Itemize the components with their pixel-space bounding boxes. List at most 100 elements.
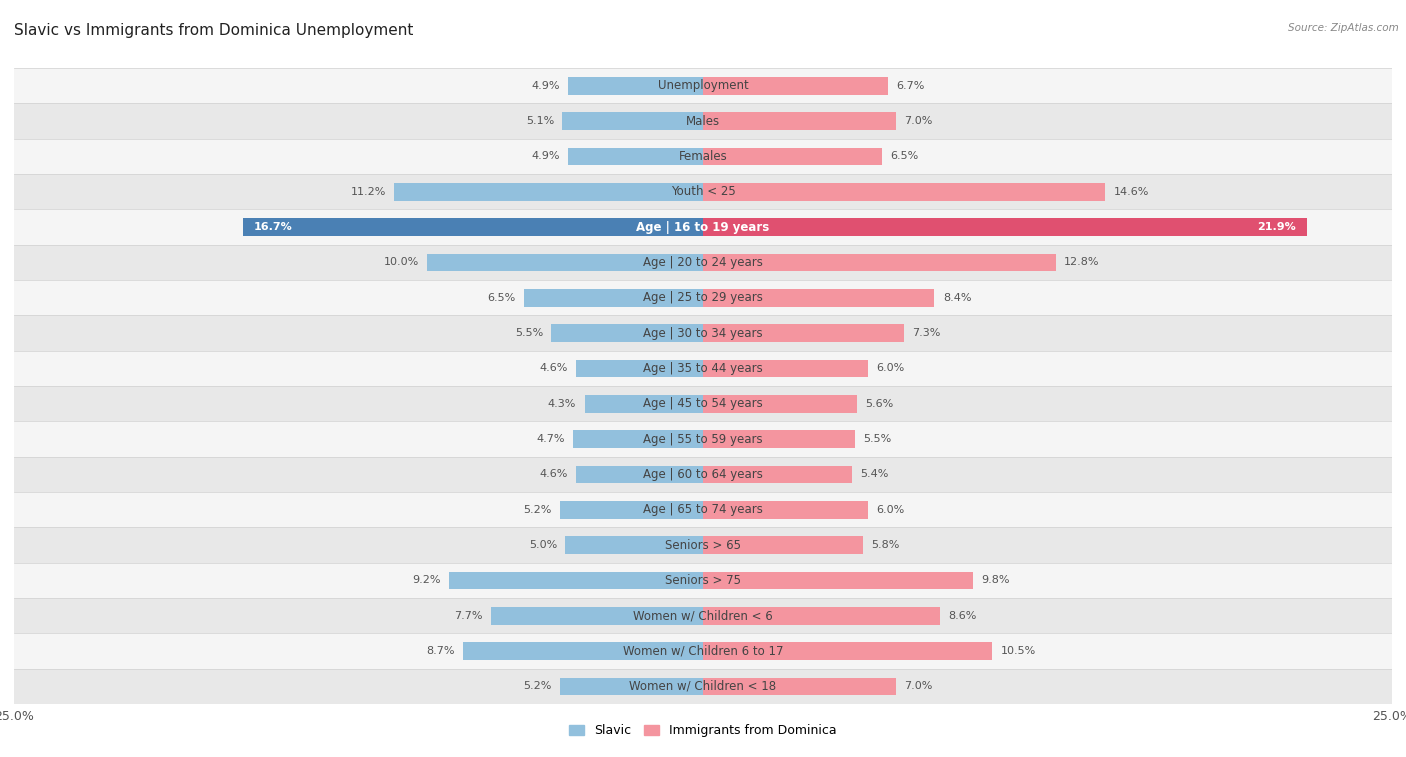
Text: Seniors > 65: Seniors > 65 [665,538,741,552]
Bar [394,183,703,201]
Bar [703,183,1105,201]
Text: 7.0%: 7.0% [904,681,932,691]
Text: Males: Males [686,114,720,128]
Bar [703,254,1056,271]
Text: 16.7%: 16.7% [254,222,292,232]
Text: 4.6%: 4.6% [540,469,568,479]
Text: Age | 35 to 44 years: Age | 35 to 44 years [643,362,763,375]
Text: 8.4%: 8.4% [943,293,972,303]
Bar [703,678,896,695]
Bar [703,642,993,660]
Text: 6.0%: 6.0% [876,363,905,373]
Bar [14,668,1392,704]
Bar [703,148,882,165]
Text: 6.0%: 6.0% [876,505,905,515]
Text: Women w/ Children 6 to 17: Women w/ Children 6 to 17 [623,644,783,658]
Text: 14.6%: 14.6% [1114,187,1149,197]
Text: Women w/ Children < 18: Women w/ Children < 18 [630,680,776,693]
Text: 8.6%: 8.6% [948,611,977,621]
Text: Females: Females [679,150,727,163]
Bar [703,572,973,589]
Text: 10.0%: 10.0% [384,257,419,267]
Bar [524,289,703,307]
Bar [14,245,1392,280]
Bar [565,536,703,554]
Bar [576,360,703,377]
Text: 4.6%: 4.6% [540,363,568,373]
Bar [14,634,1392,668]
Bar [703,430,855,448]
Bar [585,395,703,413]
Bar [14,386,1392,422]
Bar [703,466,852,483]
Bar [14,68,1392,104]
Text: Slavic vs Immigrants from Dominica Unemployment: Slavic vs Immigrants from Dominica Unemp… [14,23,413,38]
Text: 9.8%: 9.8% [981,575,1010,585]
Bar [574,430,703,448]
Text: 5.1%: 5.1% [526,116,554,126]
Text: 5.5%: 5.5% [863,434,891,444]
Bar [14,422,1392,456]
Bar [551,324,703,342]
Bar [703,395,858,413]
Bar [703,77,887,95]
Bar [243,218,703,236]
Text: Unemployment: Unemployment [658,79,748,92]
Text: Age | 30 to 34 years: Age | 30 to 34 years [643,326,763,340]
Text: 5.2%: 5.2% [523,681,551,691]
Text: Age | 55 to 59 years: Age | 55 to 59 years [643,432,763,446]
Text: 6.5%: 6.5% [488,293,516,303]
Bar [14,174,1392,210]
Text: Age | 16 to 19 years: Age | 16 to 19 years [637,220,769,234]
Text: 5.2%: 5.2% [523,505,551,515]
Bar [14,492,1392,528]
Bar [14,562,1392,598]
Text: 6.7%: 6.7% [896,81,924,91]
Text: 4.7%: 4.7% [537,434,565,444]
Bar [450,572,703,589]
Text: Youth < 25: Youth < 25 [671,185,735,198]
Bar [14,280,1392,316]
Text: 7.7%: 7.7% [454,611,482,621]
Text: 5.5%: 5.5% [515,328,543,338]
Text: 12.8%: 12.8% [1064,257,1099,267]
Text: 5.0%: 5.0% [529,540,557,550]
Text: Age | 60 to 64 years: Age | 60 to 64 years [643,468,763,481]
Text: 9.2%: 9.2% [413,575,441,585]
Text: Age | 25 to 29 years: Age | 25 to 29 years [643,291,763,304]
Bar [703,324,904,342]
Text: Women w/ Children < 6: Women w/ Children < 6 [633,609,773,622]
Bar [14,210,1392,245]
Text: 7.3%: 7.3% [912,328,941,338]
Bar [576,466,703,483]
Text: 10.5%: 10.5% [1001,646,1036,656]
Bar [703,112,896,130]
Bar [568,148,703,165]
Bar [14,456,1392,492]
Text: 5.8%: 5.8% [872,540,900,550]
Text: Age | 20 to 24 years: Age | 20 to 24 years [643,256,763,269]
Text: Age | 45 to 54 years: Age | 45 to 54 years [643,397,763,410]
Bar [427,254,703,271]
Bar [703,289,935,307]
Text: 8.7%: 8.7% [426,646,456,656]
Bar [14,316,1392,350]
Bar [560,501,703,519]
Bar [14,350,1392,386]
Bar [568,77,703,95]
Bar [14,104,1392,139]
Bar [560,678,703,695]
Legend: Slavic, Immigrants from Dominica: Slavic, Immigrants from Dominica [564,719,842,743]
Bar [14,139,1392,174]
Bar [562,112,703,130]
Bar [703,607,941,625]
Bar [463,642,703,660]
Bar [703,536,863,554]
Text: 5.4%: 5.4% [860,469,889,479]
Text: 5.6%: 5.6% [866,399,894,409]
Bar [703,501,869,519]
Text: 6.5%: 6.5% [890,151,918,161]
Bar [703,218,1306,236]
Bar [491,607,703,625]
Text: 4.9%: 4.9% [531,151,560,161]
